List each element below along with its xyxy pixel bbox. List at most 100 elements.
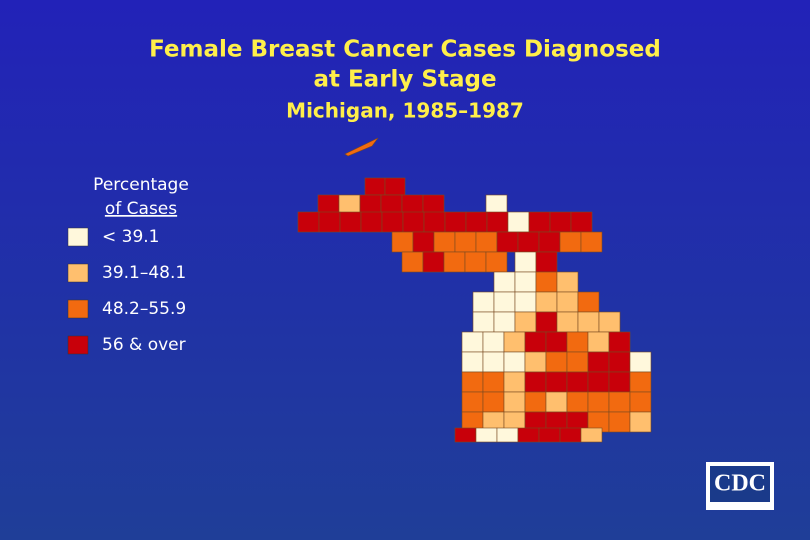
legend-swatch — [67, 299, 89, 319]
county — [503, 371, 526, 393]
county — [486, 211, 509, 233]
county — [556, 291, 579, 313]
county — [524, 371, 547, 393]
county — [608, 371, 631, 393]
county — [454, 427, 477, 443]
county — [517, 231, 540, 253]
legend-title: of Cases — [105, 199, 177, 219]
county — [559, 231, 582, 253]
county — [485, 251, 508, 273]
county — [475, 427, 498, 443]
logo-text: CDC — [714, 471, 766, 497]
county — [629, 371, 652, 393]
county — [297, 211, 320, 233]
county — [629, 351, 652, 373]
county — [482, 391, 505, 413]
county — [566, 331, 589, 353]
county — [608, 391, 631, 413]
county — [538, 231, 561, 253]
county — [514, 291, 537, 313]
subtitle: Michigan, 1985–1987 — [286, 99, 524, 123]
county — [608, 331, 631, 353]
county — [577, 311, 600, 333]
county — [381, 211, 404, 233]
county — [535, 311, 558, 333]
county — [461, 391, 484, 413]
county — [559, 427, 582, 443]
county — [443, 251, 466, 273]
county — [454, 231, 477, 253]
county — [535, 271, 558, 293]
county — [528, 211, 551, 233]
county — [384, 177, 406, 196]
county — [401, 194, 424, 214]
county — [587, 351, 610, 373]
county — [524, 351, 547, 373]
county — [360, 211, 383, 233]
county — [545, 371, 568, 393]
county — [496, 231, 519, 253]
county — [587, 391, 610, 413]
county — [566, 371, 589, 393]
county — [545, 331, 568, 353]
county — [461, 371, 484, 393]
county — [577, 291, 600, 313]
county — [629, 391, 652, 413]
county — [412, 231, 435, 253]
county — [587, 331, 610, 353]
county — [503, 331, 526, 353]
county — [524, 331, 547, 353]
county — [580, 427, 603, 443]
county — [482, 371, 505, 393]
county — [587, 371, 610, 393]
county — [485, 194, 508, 214]
county — [464, 251, 487, 273]
title-line: Female Breast Cancer Cases Diagnosed — [149, 37, 661, 63]
county — [598, 311, 621, 333]
county — [507, 211, 530, 233]
legend-label: 39.1–48.1 — [102, 263, 186, 283]
county — [493, 311, 516, 333]
logo: CDC — [706, 462, 774, 510]
county — [493, 291, 516, 313]
county — [493, 271, 516, 293]
county — [496, 427, 519, 443]
county — [503, 391, 526, 413]
county — [318, 211, 341, 233]
county — [503, 351, 526, 373]
county — [465, 211, 488, 233]
county — [535, 251, 558, 273]
county — [608, 351, 631, 373]
county — [444, 211, 467, 233]
county — [535, 291, 558, 313]
county — [359, 194, 382, 214]
county — [317, 194, 340, 214]
county — [566, 391, 589, 413]
county — [338, 194, 361, 214]
county — [556, 311, 579, 333]
county — [380, 194, 403, 214]
county — [566, 351, 589, 373]
county — [422, 251, 445, 273]
county — [524, 391, 547, 413]
county — [472, 291, 495, 313]
county — [545, 351, 568, 373]
county — [570, 211, 593, 233]
county — [461, 331, 484, 353]
county — [482, 331, 505, 353]
county — [517, 427, 540, 443]
county — [538, 427, 561, 443]
county — [556, 271, 579, 293]
county — [364, 177, 386, 196]
county — [514, 251, 537, 273]
county — [580, 231, 603, 253]
county — [402, 211, 425, 233]
county — [545, 391, 568, 413]
legend-label: < 39.1 — [102, 227, 160, 247]
legend: < 39.1 39.1–48.1 48.2–55.9 56 & over — [67, 227, 186, 355]
legend-swatch — [67, 335, 89, 355]
county — [391, 231, 414, 253]
legend-swatch — [67, 263, 89, 283]
county — [472, 311, 495, 333]
